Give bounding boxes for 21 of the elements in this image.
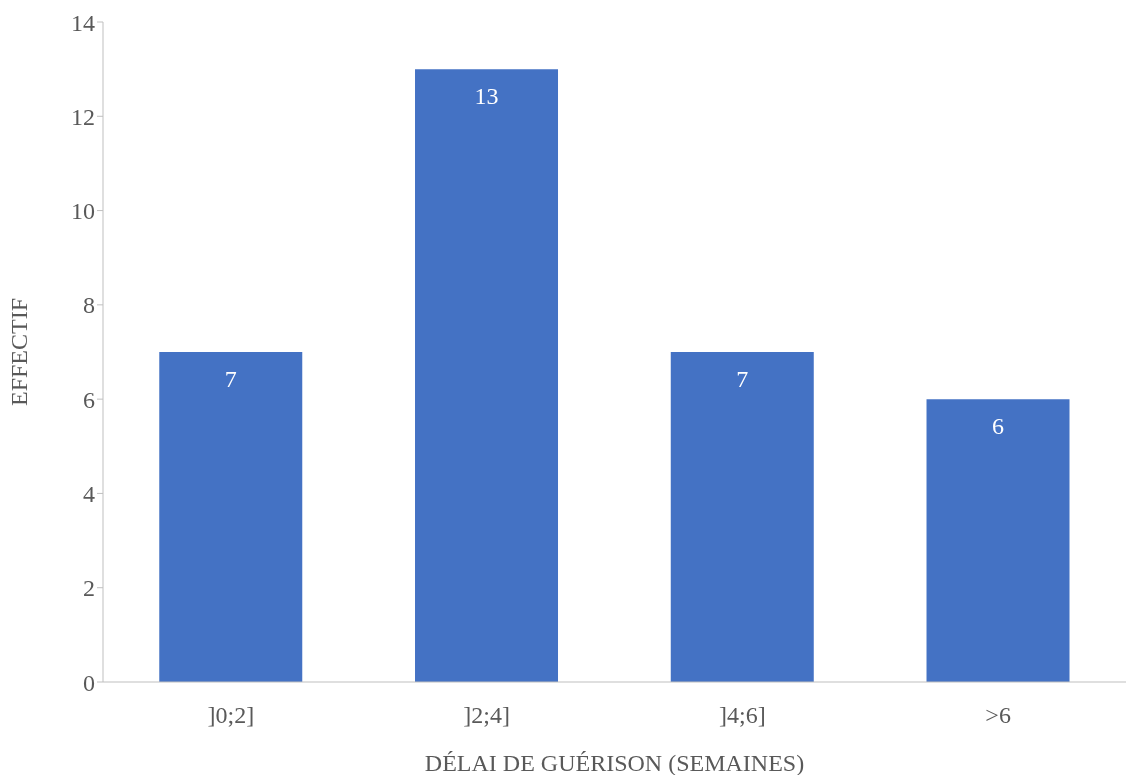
x-tick-label: ]4;6] (719, 702, 766, 729)
y-tick-label: 12 (71, 103, 95, 130)
y-axis-title: EFFECTIF (5, 297, 32, 407)
x-tick-label: ]2;4] (463, 702, 510, 729)
data-label: 7 (736, 366, 749, 393)
y-tick-label: 14 (71, 9, 95, 36)
y-tick-label: 10 (71, 198, 95, 225)
x-tick-label: >6 (985, 702, 1011, 729)
data-label: 13 (474, 83, 499, 110)
data-label: 7 (224, 366, 237, 393)
y-tick-label: 4 (83, 480, 95, 507)
y-tick-label: 8 (83, 292, 95, 319)
data-label: 6 (992, 413, 1005, 440)
y-tick-label: 6 (83, 386, 95, 413)
bar (926, 399, 1070, 682)
bar (670, 352, 814, 682)
y-tick-label: 2 (83, 575, 95, 602)
bar (415, 69, 559, 682)
x-tick-label: ]0;2] (207, 702, 255, 729)
bar (159, 352, 303, 682)
y-tick-label: 0 (83, 669, 95, 696)
